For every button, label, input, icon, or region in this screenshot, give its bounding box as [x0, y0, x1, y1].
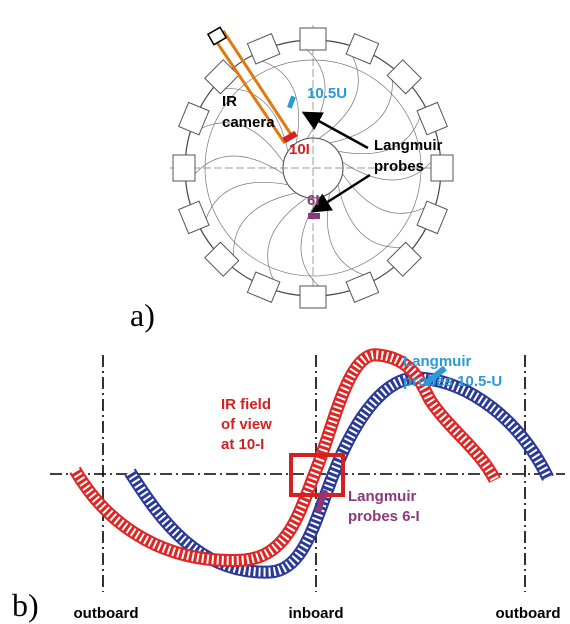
label: at 10-I	[221, 436, 264, 453]
probe-10-5u-marker	[287, 95, 296, 109]
probe-6i-marker	[308, 213, 320, 219]
port	[204, 59, 240, 95]
label: probes 6-I	[348, 508, 420, 525]
probe-10-5u-marker	[423, 365, 447, 387]
label: 10.5U	[307, 85, 347, 102]
ir-field-box	[289, 453, 345, 497]
port	[299, 27, 327, 51]
panel-label: b)	[12, 587, 39, 623]
x-label: outboard	[496, 605, 561, 622]
port	[386, 59, 422, 95]
port	[345, 33, 380, 65]
coil-line	[342, 160, 433, 181]
port	[172, 154, 196, 182]
label: Langmuir	[403, 353, 471, 370]
port	[178, 101, 210, 136]
coil-line	[200, 122, 284, 163]
port	[299, 285, 327, 309]
port	[416, 101, 448, 136]
coil-line	[337, 115, 421, 155]
label: of view	[221, 416, 272, 433]
arrow	[310, 173, 371, 213]
port	[430, 154, 454, 182]
port	[345, 271, 380, 303]
coil-line	[329, 78, 393, 144]
panel-label: a)	[130, 297, 155, 333]
x-label: outboard	[74, 605, 139, 622]
port	[246, 33, 281, 65]
camera-icon	[206, 26, 228, 46]
coil-line	[193, 155, 284, 176]
label: 6I	[307, 192, 320, 209]
coil-line	[342, 173, 426, 214]
label: Langmuir	[374, 137, 442, 154]
coil-line	[337, 184, 403, 248]
label: IR	[222, 93, 237, 110]
label: 10I	[289, 141, 310, 158]
label: Langmuir	[348, 488, 416, 505]
machine-drawing	[170, 25, 456, 311]
label: IR field	[221, 396, 271, 413]
x-label: inboard	[289, 605, 344, 622]
coil-line	[205, 181, 289, 221]
arrow	[301, 111, 369, 150]
port	[386, 241, 422, 277]
port	[246, 271, 281, 303]
port	[416, 200, 448, 235]
coil-line	[267, 197, 308, 281]
port	[204, 241, 240, 277]
label: probes	[374, 158, 424, 175]
port	[178, 200, 210, 235]
label: camera	[222, 114, 275, 131]
coil-line	[318, 55, 359, 139]
red-trace	[69, 348, 501, 567]
probe-6i-marker	[315, 489, 328, 513]
label: probes 10.5-U	[403, 373, 502, 390]
coil-line	[233, 192, 297, 258]
probe-10i-marker	[282, 130, 298, 144]
coil-line	[260, 60, 300, 144]
